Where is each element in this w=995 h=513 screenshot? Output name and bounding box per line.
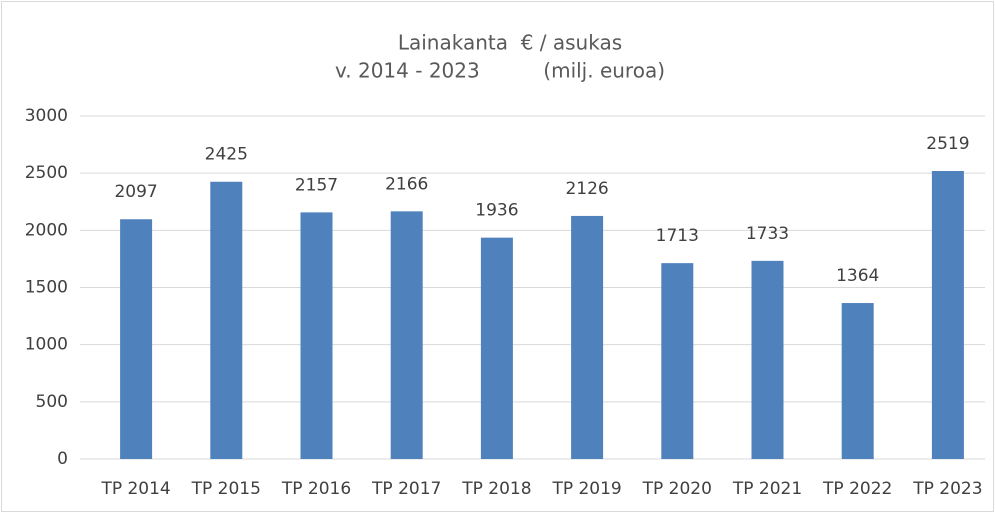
bar [751, 260, 784, 459]
y-tick-label: 3000 [25, 106, 68, 126]
data-label: 1364 [836, 266, 879, 286]
data-label: 1936 [475, 201, 518, 221]
data-label: 1733 [746, 224, 789, 244]
bar [931, 170, 964, 460]
bar [841, 303, 874, 459]
x-tick-label: TP 2023 [912, 479, 982, 499]
y-tick-label: 2500 [25, 163, 68, 183]
data-label: 2126 [565, 179, 608, 199]
x-tick-label: TP 2019 [551, 479, 621, 499]
bar [120, 219, 153, 459]
bar [480, 237, 513, 459]
y-tick-label: 0 [57, 449, 68, 469]
y-tick-label: 1500 [25, 278, 68, 298]
x-tick-label: TP 2014 [100, 479, 170, 499]
y-tick-label: 500 [36, 392, 68, 412]
y-tick-label: 1000 [25, 335, 68, 355]
data-label: 2157 [295, 175, 338, 195]
data-label: 2097 [114, 182, 157, 202]
bar [210, 181, 243, 459]
x-tick-label: TP 2021 [732, 479, 802, 499]
chart-subtitle: v. 2014 - 2023 (milj. euroa) [335, 59, 665, 83]
data-label: 1713 [656, 226, 699, 246]
data-label: 2425 [205, 145, 248, 165]
x-tick-label: TP 2015 [191, 479, 261, 499]
data-label: 2166 [385, 174, 428, 194]
bar [661, 263, 694, 459]
chart-title: Lainakanta € / asukas [398, 31, 622, 55]
x-tick-label: TP 2018 [461, 479, 531, 499]
bar [390, 211, 423, 459]
bar [300, 212, 333, 459]
bar [571, 215, 604, 459]
data-label: 2519 [926, 134, 969, 154]
y-tick-label: 2000 [25, 220, 68, 240]
x-tick-label: TP 2020 [642, 479, 712, 499]
x-tick-label: TP 2017 [371, 479, 441, 499]
x-tick-label: TP 2016 [281, 479, 351, 499]
x-tick-label: TP 2022 [822, 479, 892, 499]
